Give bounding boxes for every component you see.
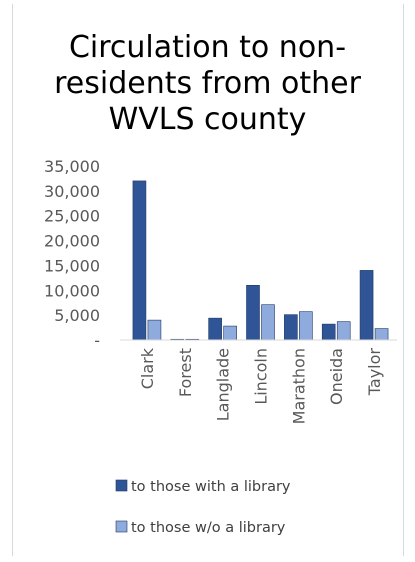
y-tick-label: 30,000 bbox=[44, 182, 100, 201]
x-tick-label: Forest bbox=[176, 348, 195, 397]
x-tick-label: Lincoln bbox=[252, 348, 271, 405]
y-tick-label: 20,000 bbox=[44, 232, 100, 251]
x-axis-ticks: Clark Forest Langlade Lincoln Marathon Oneida… bbox=[138, 347, 384, 424]
bar-taylor-series-2 bbox=[374, 328, 389, 341]
y-tick-label: 15,000 bbox=[44, 256, 100, 275]
y-tick-label: 35,000 bbox=[44, 157, 100, 176]
bar-lincoln-series-1 bbox=[246, 285, 260, 341]
legend-swatch-series-1 bbox=[115, 479, 128, 492]
bar-langlade-series-1 bbox=[208, 317, 222, 341]
bar-clark-series-2 bbox=[147, 319, 162, 341]
chart-title: Circulation to non- residents from other… bbox=[0, 30, 415, 138]
bar-lincoln-series-2 bbox=[261, 304, 275, 341]
bar-clark-series-1 bbox=[132, 180, 147, 341]
bar-taylor-series-1 bbox=[359, 270, 374, 341]
y-tick-label: 5,000 bbox=[54, 306, 100, 325]
y-tick-label: 25,000 bbox=[44, 207, 100, 226]
legend: to those with a library to those w/o a li… bbox=[115, 479, 291, 536]
bar-oneida-series-2 bbox=[336, 321, 351, 341]
bars bbox=[132, 180, 389, 341]
x-tick-label: Oneida bbox=[327, 348, 346, 405]
x-tick-label: Langlade bbox=[214, 348, 233, 421]
x-tick-label: Clark bbox=[138, 347, 157, 389]
bar-oneida-series-1 bbox=[321, 323, 336, 341]
legend-swatch-series-2 bbox=[115, 520, 128, 533]
bar-marathon-series-1 bbox=[284, 314, 298, 341]
legend-label-series-2: to those w/o a library bbox=[131, 520, 286, 536]
x-tick-label: Marathon bbox=[289, 348, 308, 424]
y-axis-ticks: - 5,000 10,000 15,000 20,000 25,000 30,000 35,0… bbox=[44, 157, 100, 350]
y-tick-label: - bbox=[94, 331, 100, 350]
bar-langlade-series-2 bbox=[223, 325, 237, 341]
x-tick-label: Taylor bbox=[365, 348, 384, 397]
legend-label-series-1: to those with a library bbox=[131, 479, 291, 495]
chart-frame bbox=[12, 4, 404, 556]
chart-title-line-2: residents from other bbox=[54, 66, 361, 101]
y-tick-label: 10,000 bbox=[44, 281, 100, 300]
chart-title-line-1: Circulation to non- bbox=[68, 30, 347, 65]
chart-title-line-3: WVLS county bbox=[108, 102, 307, 137]
bar-marathon-series-2 bbox=[299, 311, 313, 341]
